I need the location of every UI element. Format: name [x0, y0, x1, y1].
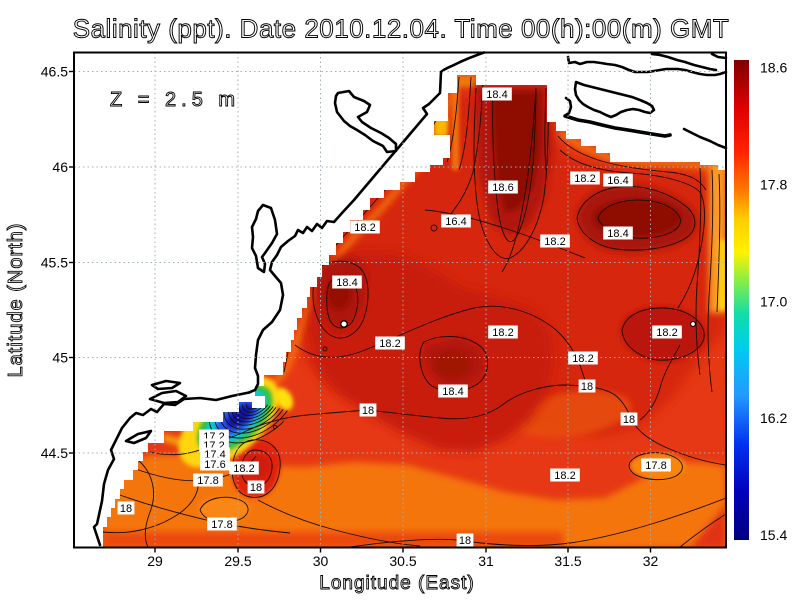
svg-text:18.2: 18.2: [233, 463, 254, 475]
svg-text:18.2: 18.2: [656, 327, 677, 339]
svg-text:30: 30: [313, 553, 329, 569]
svg-text:18.4: 18.4: [442, 386, 463, 398]
svg-text:17.8: 17.8: [211, 519, 232, 531]
svg-text:17.8: 17.8: [645, 460, 666, 472]
svg-text:15.4: 15.4: [760, 527, 787, 543]
svg-text:18: 18: [250, 482, 262, 494]
svg-text:18.4: 18.4: [486, 89, 507, 101]
svg-text:18: 18: [623, 414, 635, 426]
svg-text:16.4: 16.4: [445, 216, 466, 228]
svg-text:18: 18: [581, 381, 593, 393]
svg-text:18.4: 18.4: [336, 277, 357, 289]
svg-text:32: 32: [643, 553, 659, 569]
svg-text:17.8: 17.8: [197, 475, 218, 487]
svg-text:45: 45: [52, 350, 68, 366]
svg-text:17.0: 17.0: [760, 293, 787, 309]
svg-text:Longitude (East): Longitude (East): [319, 573, 474, 594]
svg-text:44.5: 44.5: [41, 445, 68, 461]
svg-text:18: 18: [120, 503, 132, 515]
svg-text:29: 29: [147, 553, 163, 569]
svg-text:Latitude (North): Latitude (North): [5, 223, 27, 378]
svg-text:31: 31: [478, 553, 494, 569]
svg-text:18.2: 18.2: [354, 222, 375, 234]
svg-text:18.4: 18.4: [607, 228, 628, 240]
svg-text:46: 46: [52, 159, 68, 175]
svg-text:18: 18: [459, 535, 471, 547]
svg-text:18.2: 18.2: [492, 327, 513, 339]
svg-text:18.2: 18.2: [554, 470, 575, 482]
svg-text:17.8: 17.8: [760, 176, 787, 192]
svg-text:Salinity (ppt). Date 2010.12.0: Salinity (ppt). Date 2010.12.04. Time 00…: [73, 14, 730, 44]
svg-text:18.6: 18.6: [760, 60, 787, 76]
svg-text:18: 18: [362, 405, 374, 417]
svg-text:Z = 2.5 m: Z = 2.5 m: [110, 89, 240, 111]
svg-text:18.2: 18.2: [572, 353, 593, 365]
svg-text:30.5: 30.5: [389, 553, 416, 569]
svg-text:17.6: 17.6: [204, 459, 225, 471]
svg-text:16.2: 16.2: [760, 410, 787, 426]
svg-text:16.4: 16.4: [607, 175, 628, 187]
svg-text:45.5: 45.5: [41, 255, 68, 271]
svg-text:18.2: 18.2: [544, 236, 565, 248]
svg-text:31.5: 31.5: [554, 553, 581, 569]
svg-text:18.6: 18.6: [492, 182, 513, 194]
svg-text:29.5: 29.5: [224, 553, 251, 569]
svg-text:46.5: 46.5: [41, 64, 68, 80]
svg-text:18.2: 18.2: [379, 338, 400, 350]
svg-text:18.2: 18.2: [574, 173, 595, 185]
